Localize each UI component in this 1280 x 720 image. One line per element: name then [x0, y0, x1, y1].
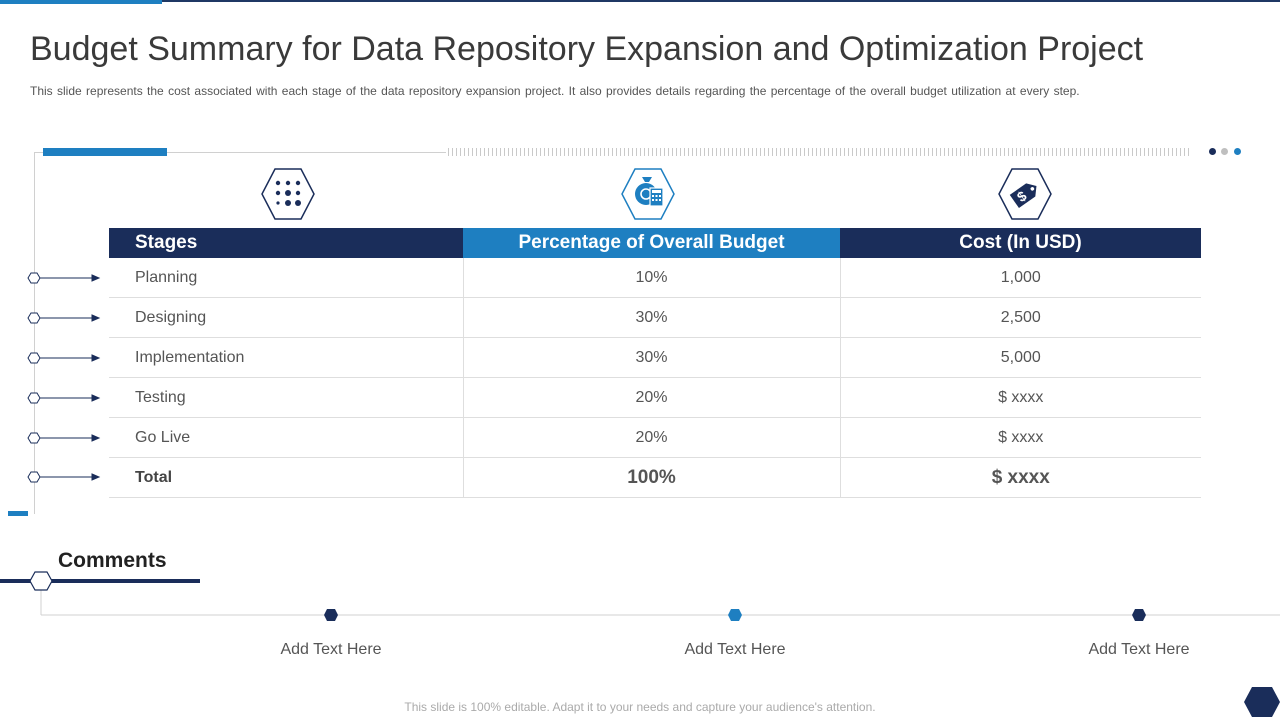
stage-cell: Go Live: [109, 417, 464, 458]
divider-dot-navy: [1209, 148, 1216, 155]
row-arrow: [27, 352, 101, 364]
top-rule: [0, 0, 1280, 2]
stage-cell: Designing: [109, 297, 464, 338]
row-arrow: [27, 312, 101, 324]
dots-grid-icon: [261, 168, 315, 220]
cost-cell: 1,000: [840, 258, 1201, 298]
comments-title: Comments: [58, 549, 167, 572]
page-title: Budget Summary for Data Repository Expan…: [30, 30, 1144, 68]
cost-cell: $ xxxx: [840, 377, 1201, 418]
comment-text: Add Text Here: [280, 641, 382, 658]
row-arrow: [27, 392, 101, 404]
table-row: Go Live 20% $ xxxx: [109, 417, 1201, 458]
top-accent-bar: [0, 0, 162, 4]
row-arrows: [27, 272, 101, 483]
page-subtitle: This slide represents the cost associate…: [30, 84, 1080, 98]
money-bag-calculator-icon: [621, 168, 675, 220]
divider-dot-gray: [1221, 148, 1228, 155]
percentage-cell: 20%: [463, 377, 841, 418]
table-row: Testing 20% $ xxxx: [109, 377, 1201, 418]
stage-cell: Testing: [109, 377, 464, 418]
cost-cell: 5,000: [840, 337, 1201, 378]
frame-bottom-accent: [8, 511, 28, 516]
percentage-cell: 20%: [463, 417, 841, 458]
footer-note: This slide is 100% editable. Adapt it to…: [404, 700, 876, 714]
comments-timeline: [0, 571, 1280, 621]
cost-cell: 2,500: [840, 297, 1201, 338]
header-stages: Stages: [109, 228, 463, 258]
comment-text: Add Text Here: [1088, 641, 1190, 658]
row-arrow: [27, 272, 101, 284]
percentage-cell: 30%: [463, 297, 841, 338]
stage-cell: Planning: [109, 258, 464, 298]
table-header-row: Stages Percentage of Overall Budget Cost…: [109, 228, 1201, 258]
comment-text: Add Text Here: [684, 641, 786, 658]
total-label: Total: [109, 457, 464, 498]
corner-hexagon: [1244, 687, 1280, 717]
dollar-tag-icon: $: [998, 168, 1052, 220]
total-percentage: 100%: [463, 457, 841, 498]
frame-vertical-line: [34, 152, 35, 514]
budget-table: Stages Percentage of Overall Budget Cost…: [109, 228, 1201, 498]
table-row: Designing 30% 2,500: [109, 297, 1201, 338]
total-cost: $ xxxx: [840, 457, 1201, 498]
cost-cell: $ xxxx: [840, 417, 1201, 458]
header-percentage: Percentage of Overall Budget: [463, 228, 840, 258]
percentage-cell: 10%: [463, 258, 841, 298]
frame-horizontal-line: [34, 152, 446, 153]
table-total-row: Total 100% $ xxxx: [109, 457, 1201, 498]
table-row: Planning 10% 1,000: [109, 258, 1201, 298]
frame-accent-bar: [43, 148, 167, 156]
row-arrow: [27, 471, 101, 483]
stage-cell: Implementation: [109, 337, 464, 378]
row-arrow: [27, 432, 101, 444]
divider-dot-blue: [1234, 148, 1241, 155]
percentage-cell: 30%: [463, 337, 841, 378]
header-cost: Cost (In USD): [840, 228, 1201, 258]
table-row: Implementation 30% 5,000: [109, 337, 1201, 378]
dashed-divider: [448, 148, 1192, 156]
